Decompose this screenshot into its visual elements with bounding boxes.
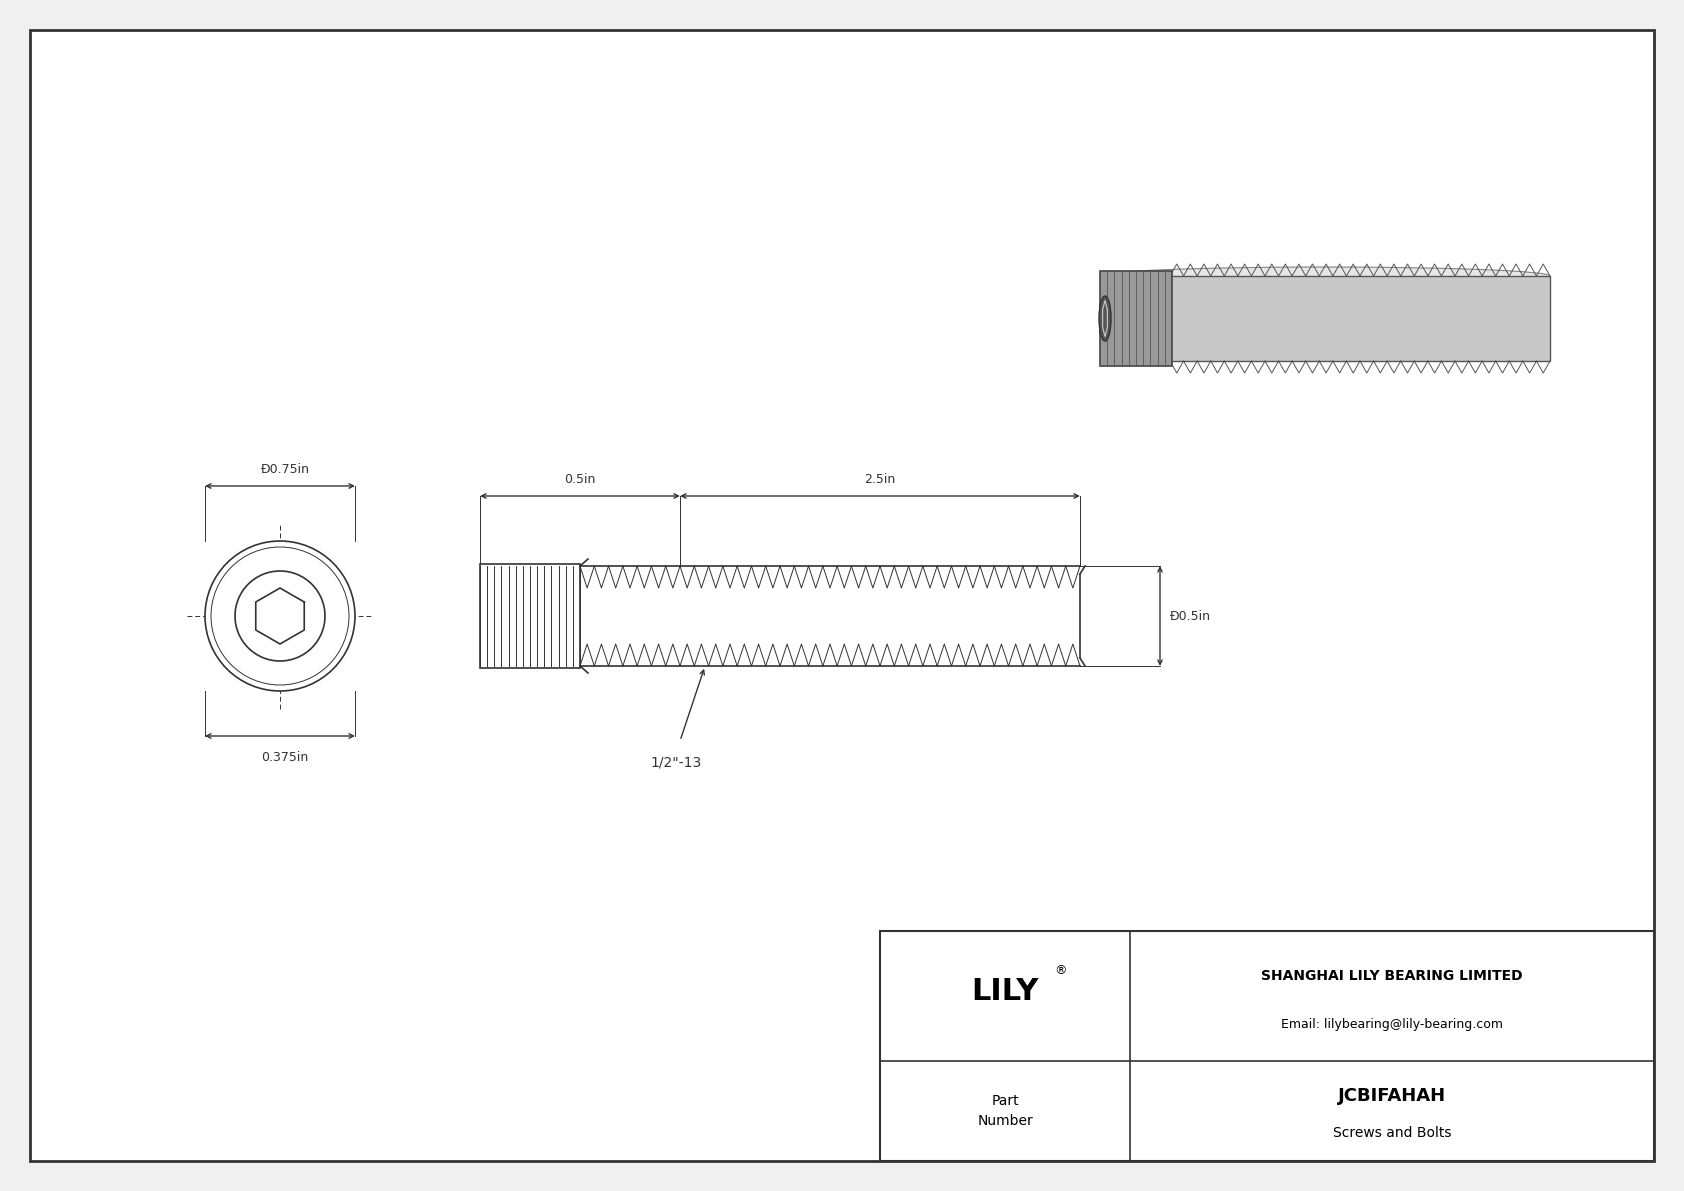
Circle shape	[205, 541, 355, 691]
Text: JCBIFAHAH: JCBIFAHAH	[1337, 1087, 1447, 1105]
Circle shape	[236, 570, 325, 661]
Text: ®: ®	[1054, 965, 1066, 978]
Text: Screws and Bolts: Screws and Bolts	[1332, 1125, 1452, 1140]
Text: LILY: LILY	[972, 977, 1039, 1005]
Ellipse shape	[1100, 267, 1549, 285]
Text: 2.5in: 2.5in	[864, 473, 896, 486]
Ellipse shape	[1100, 297, 1111, 341]
Text: 0.5in: 0.5in	[564, 473, 596, 486]
Text: Ð0.75in: Ð0.75in	[261, 463, 310, 476]
Text: Ð0.5in: Ð0.5in	[1170, 610, 1211, 623]
Circle shape	[210, 547, 349, 685]
Text: Email: lilybearing@lily-bearing.com: Email: lilybearing@lily-bearing.com	[1282, 1018, 1504, 1031]
Bar	[480, 565, 579, 668]
Bar	[1170, 276, 1549, 361]
Text: Part
Number: Part Number	[977, 1095, 1032, 1128]
Bar	[1100, 272, 1172, 366]
Text: SHANGHAI LILY BEARING LIMITED: SHANGHAI LILY BEARING LIMITED	[1261, 969, 1522, 984]
Bar	[881, 931, 1654, 1161]
Text: 1/2"-13: 1/2"-13	[650, 756, 701, 771]
Text: 0.375in: 0.375in	[261, 752, 308, 763]
